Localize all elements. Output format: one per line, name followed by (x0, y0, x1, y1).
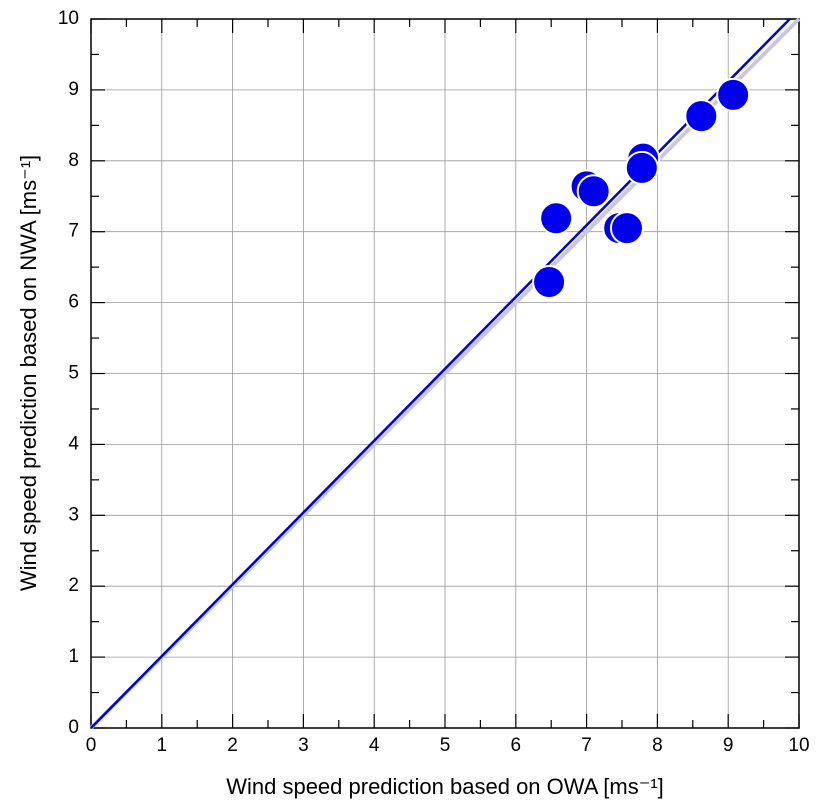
x-tick-label: 9 (723, 735, 734, 756)
x-tick-label: 5 (440, 735, 451, 756)
point (716, 77, 751, 112)
point (684, 99, 719, 134)
y-tick-label: 5 (68, 363, 79, 384)
x-tick-label: 0 (86, 735, 97, 756)
y-tick-label: 2 (68, 575, 79, 596)
x-tick-label: 10 (788, 735, 809, 756)
x-tick-label: 1 (157, 735, 168, 756)
plot-frame (90, 18, 800, 729)
point (532, 265, 567, 300)
y-tick-label: 6 (68, 292, 79, 313)
point (609, 211, 644, 246)
x-tick-label: 8 (652, 735, 663, 756)
y-tick-label: 0 (68, 717, 79, 738)
x-tick-label: 3 (298, 735, 309, 756)
x-axis-label: Wind speed prediction based on OWA [ms⁻¹… (226, 774, 664, 799)
point (539, 201, 574, 236)
y-tick-label: 8 (68, 150, 79, 171)
y-tick-label: 9 (68, 79, 79, 100)
x-tick-label: 6 (511, 735, 522, 756)
x-tick-label: 7 (581, 735, 592, 756)
y-tick-label: 7 (68, 221, 79, 242)
y-axis-label: Wind speed prediction based on NWA [ms⁻¹… (16, 155, 41, 591)
point (624, 150, 659, 185)
y-tick-label: 10 (58, 8, 79, 29)
y-tick-label: 4 (68, 433, 79, 454)
fit-line (90, 18, 791, 729)
y-tick-label: 3 (68, 504, 79, 525)
y-tick-label: 1 (68, 646, 79, 667)
x-tick-label: 2 (227, 735, 238, 756)
x-tick-label: 4 (369, 735, 380, 756)
point (576, 174, 611, 209)
